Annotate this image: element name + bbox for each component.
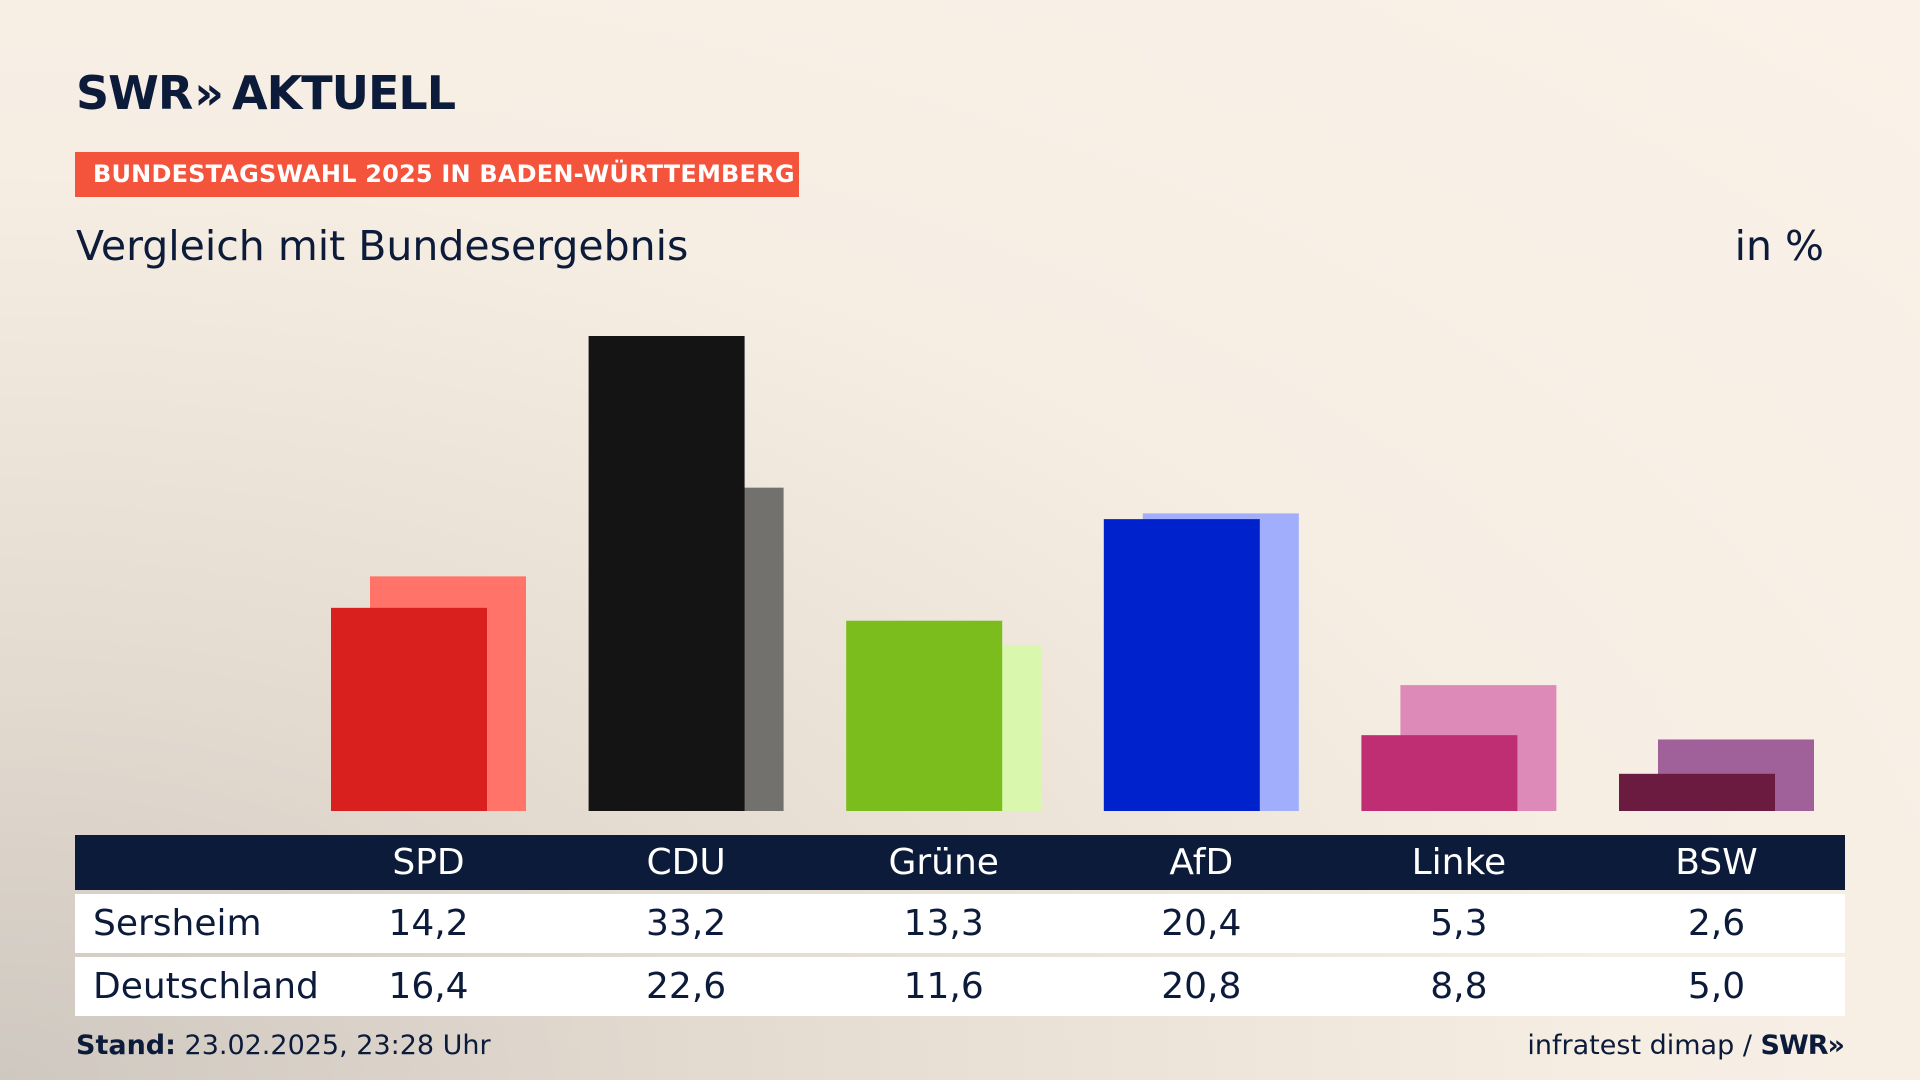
value-bsw: 2,6 bbox=[1687, 903, 1746, 944]
bar-spd-sersheim bbox=[331, 607, 487, 811]
row-label: Sersheim bbox=[93, 903, 262, 944]
value-linke: 5,3 bbox=[1430, 903, 1488, 944]
value-linke: 8,8 bbox=[1430, 966, 1488, 1007]
header-afd: AfD bbox=[1169, 842, 1234, 883]
bar-linke-sersheim bbox=[1361, 735, 1518, 811]
value-spd: 16,4 bbox=[388, 966, 469, 1007]
value-spd: 14,2 bbox=[388, 903, 469, 944]
bar-bsw-sersheim bbox=[1619, 773, 1775, 811]
logo-aktuell: AKTUELL bbox=[232, 66, 456, 120]
value-afd: 20,8 bbox=[1161, 966, 1242, 1007]
footer-stand: Stand: 23.02.2025, 23:28 Uhr bbox=[76, 1030, 491, 1061]
value-cdu: 22,6 bbox=[646, 966, 727, 1007]
results-table: SPD CDU Grüne AfD Linke BSW Sersheim 14,2 33,2… bbox=[75, 835, 1845, 1016]
table-row-deutschland: Deutschland 16,4 22,6 11,6 20,8 8,8 5,0 bbox=[75, 957, 1845, 1016]
header-linke: Linke bbox=[1411, 842, 1507, 883]
chart-unit: in % bbox=[1734, 222, 1824, 270]
row-label: Deutschland bbox=[93, 966, 319, 1007]
table-header: SPD CDU Grüne AfD Linke BSW bbox=[75, 835, 1845, 890]
value-grüne: 13,3 bbox=[903, 903, 984, 944]
header-cdu: CDU bbox=[646, 842, 726, 883]
value-afd: 20,4 bbox=[1161, 903, 1242, 944]
chart-subtitle: Vergleich mit Bundesergebnis bbox=[76, 222, 689, 270]
bar-cdu-sersheim bbox=[588, 336, 745, 811]
value-grüne: 11,6 bbox=[903, 966, 984, 1007]
header-grüne: Grüne bbox=[888, 842, 999, 883]
source-text: infratest dimap / bbox=[1527, 1030, 1752, 1061]
footer-source: infratest dimap / SWR» bbox=[1527, 1030, 1845, 1061]
logo-swr: SWR bbox=[76, 66, 193, 120]
bar-afd-sersheim bbox=[1103, 519, 1260, 811]
value-cdu: 33,2 bbox=[646, 903, 727, 944]
election-tag: BUNDESTAGSWAHL 2025 IN BADEN-WÜRTTEMBERG bbox=[75, 152, 799, 197]
bar-grüne-sersheim bbox=[846, 620, 1003, 811]
swr-logo-icon: SWR» bbox=[1760, 1030, 1845, 1061]
header-spd: SPD bbox=[392, 842, 465, 883]
stand-value: 23.02.2025, 23:28 Uhr bbox=[184, 1030, 491, 1061]
table-row-sersheim: Sersheim 14,2 33,2 13,3 20,4 5,3 2,6 bbox=[75, 894, 1845, 953]
header-bsw: BSW bbox=[1675, 842, 1758, 883]
swr-aktuell-logo: SWR» AKTUELL bbox=[76, 66, 456, 120]
stand-label: Stand: bbox=[76, 1030, 176, 1061]
value-bsw: 5,0 bbox=[1687, 966, 1746, 1007]
